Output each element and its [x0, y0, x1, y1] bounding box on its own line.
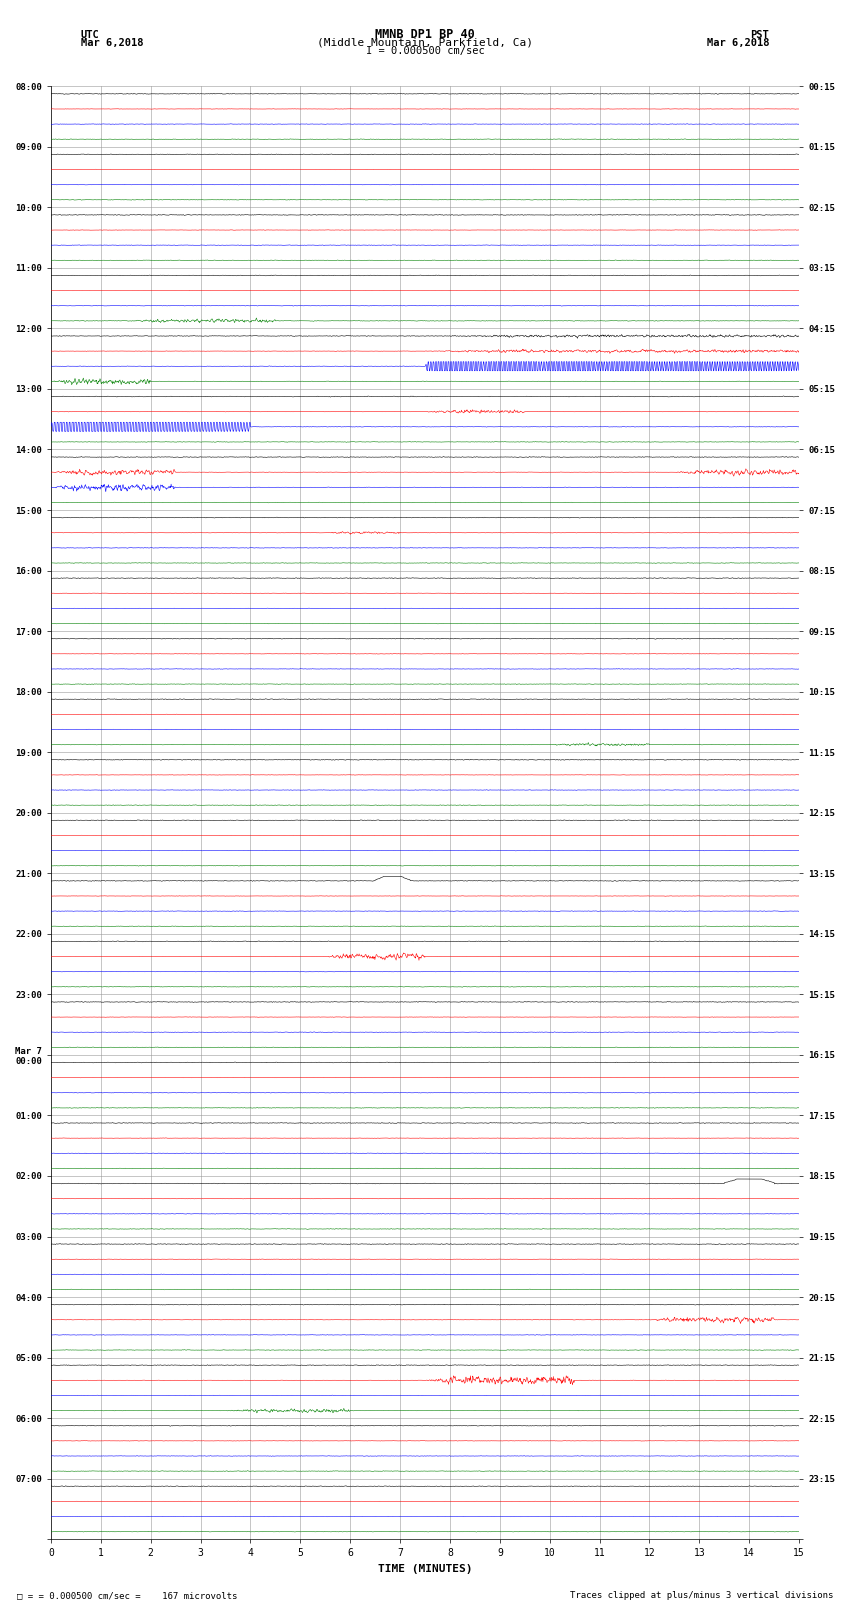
Text: Traces clipped at plus/minus 3 vertical divisions: Traces clipped at plus/minus 3 vertical … [570, 1590, 833, 1600]
Text: I = 0.000500 cm/sec: I = 0.000500 cm/sec [366, 45, 484, 56]
Text: MMNB DP1 BP 40: MMNB DP1 BP 40 [375, 27, 475, 42]
Text: (Middle Mountain, Parkfield, Ca): (Middle Mountain, Parkfield, Ca) [317, 37, 533, 48]
Text: □ = = 0.000500 cm/sec =    167 microvolts: □ = = 0.000500 cm/sec = 167 microvolts [17, 1590, 237, 1600]
X-axis label: TIME (MINUTES): TIME (MINUTES) [377, 1565, 473, 1574]
Text: Mar 6,2018: Mar 6,2018 [706, 37, 769, 48]
Text: PST: PST [751, 29, 769, 40]
Text: Mar 6,2018: Mar 6,2018 [81, 37, 144, 48]
Text: UTC: UTC [81, 29, 99, 40]
